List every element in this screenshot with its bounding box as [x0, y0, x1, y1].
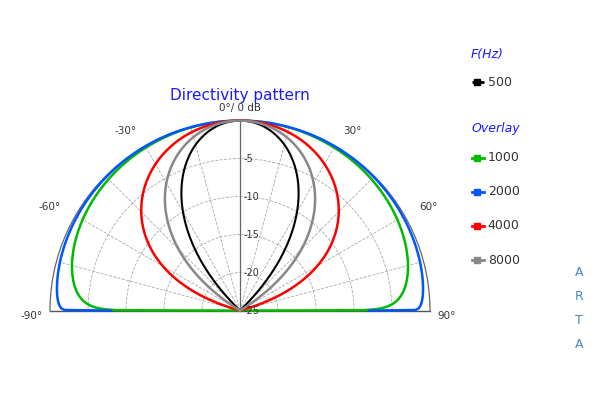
Text: -5: -5: [244, 154, 254, 164]
Text: 60°: 60°: [419, 202, 438, 212]
Text: Directivity pattern: Directivity pattern: [170, 88, 310, 103]
Text: -20: -20: [244, 268, 260, 278]
Text: 4000: 4000: [488, 220, 520, 232]
Text: -60°: -60°: [38, 202, 61, 212]
Text: R: R: [575, 290, 583, 302]
Text: 30°: 30°: [344, 126, 362, 136]
Text: -30°: -30°: [115, 126, 136, 136]
Text: -90°: -90°: [20, 310, 43, 321]
Text: Overlay: Overlay: [471, 122, 520, 135]
Text: A: A: [575, 266, 583, 278]
Text: 90°: 90°: [437, 310, 456, 321]
Text: T: T: [575, 314, 583, 326]
Text: A: A: [575, 338, 583, 350]
Text: -25: -25: [244, 306, 260, 316]
Text: 500: 500: [488, 76, 512, 88]
Text: -10: -10: [244, 192, 260, 202]
Text: -15: -15: [244, 230, 260, 240]
Text: F(Hz): F(Hz): [471, 48, 504, 61]
Text: 1000: 1000: [488, 152, 520, 164]
Text: 0°/ 0 dB: 0°/ 0 dB: [219, 103, 261, 113]
Text: 2000: 2000: [488, 186, 520, 198]
Text: 8000: 8000: [488, 254, 520, 266]
